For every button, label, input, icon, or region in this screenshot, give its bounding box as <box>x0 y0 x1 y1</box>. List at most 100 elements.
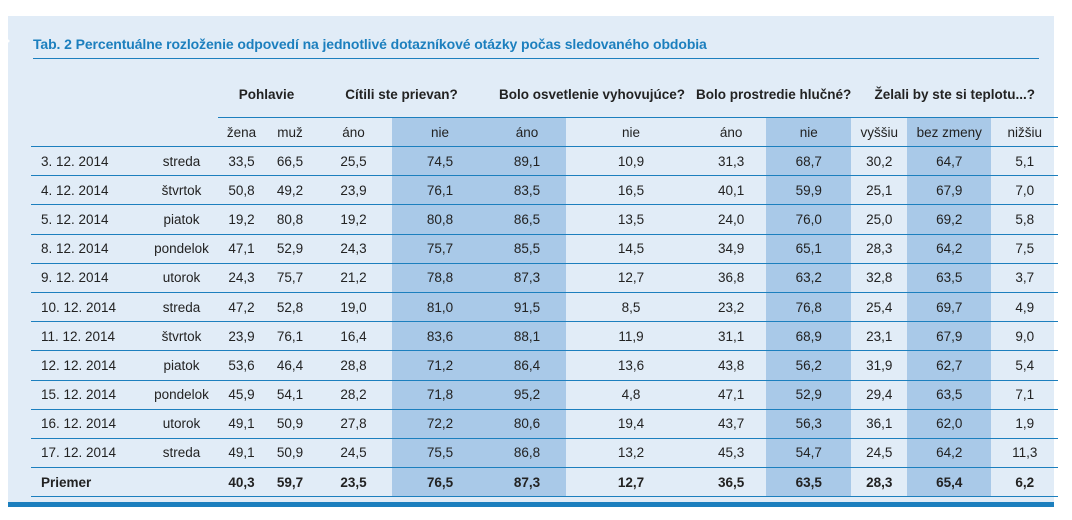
weekday-cell: piatok <box>145 204 218 235</box>
value-cell: 24,3 <box>315 234 392 264</box>
value-cell: 45,9 <box>218 380 265 410</box>
value-cell: 85,5 <box>488 234 566 264</box>
value-cell: 5,8 <box>991 204 1059 235</box>
subheader: nie <box>566 117 696 147</box>
value-cell: 52,9 <box>265 234 315 264</box>
value-cell: 76,1 <box>265 321 315 352</box>
subheader: áno <box>696 117 767 147</box>
value-cell: 52,9 <box>766 380 852 410</box>
value-cell: 54,7 <box>766 438 852 469</box>
subheader: nie <box>392 117 488 147</box>
group-header-prievan: Cítili ste prievan? <box>345 87 458 102</box>
value-cell: 25,5 <box>315 146 392 177</box>
value-cell: 23,1 <box>851 321 908 352</box>
value-cell: 27,8 <box>315 409 392 439</box>
value-cell: 23,9 <box>315 175 392 206</box>
value-cell: 66,5 <box>265 146 315 177</box>
weekday-cell: štvrtok <box>145 175 218 206</box>
value-cell: 30,2 <box>851 146 908 177</box>
subheader: áno <box>488 117 566 147</box>
value-cell: 5,1 <box>991 146 1059 177</box>
value-cell: 91,5 <box>488 292 566 323</box>
value-cell: 19,0 <box>315 292 392 323</box>
value-cell: 64,7 <box>907 146 992 177</box>
value-cell: 19,2 <box>218 204 265 235</box>
value-cell: 4,9 <box>991 292 1059 323</box>
value-cell: 28,3 <box>851 234 908 264</box>
value-cell: 75,7 <box>265 263 315 293</box>
value-cell: 8,5 <box>566 292 696 323</box>
table-title: Tab. 2 Percentuálne rozloženie odpovedí … <box>33 36 1039 59</box>
value-cell: 36,5 <box>696 467 767 498</box>
value-cell: 62,0 <box>907 409 992 439</box>
group-header-hlucne: Bolo prostredie hlučné? <box>696 87 852 102</box>
group-header-teplota: Želali by ste si teplotu...? <box>874 87 1036 102</box>
value-cell: 87,3 <box>488 263 566 293</box>
date-cell: 3. 12. 2014 <box>31 146 145 177</box>
subheader: žena <box>218 117 265 147</box>
table-row: 9. 12. 2014 utorok 24,3 75,7 21,2 78,8 87,3 12,… <box>31 263 1059 293</box>
value-cell: 67,9 <box>907 321 992 352</box>
value-cell: 16,5 <box>566 175 696 206</box>
date-cell: 16. 12. 2014 <box>31 409 145 439</box>
value-cell: 21,2 <box>315 263 392 293</box>
value-cell: 32,8 <box>851 263 908 293</box>
value-cell: 11,3 <box>991 438 1059 469</box>
date-cell: 17. 12. 2014 <box>31 438 145 469</box>
value-cell: 23,2 <box>696 292 767 323</box>
weekday-cell: utorok <box>145 409 218 439</box>
value-cell: 25,4 <box>851 292 908 323</box>
date-cell: 10. 12. 2014 <box>31 292 145 323</box>
value-cell: 47,1 <box>696 380 767 410</box>
value-cell: 54,1 <box>265 380 315 410</box>
value-cell: 56,3 <box>766 409 852 439</box>
table-body: 3. 12. 2014 streda 33,5 66,5 25,5 74,5 89,1 10,… <box>31 146 1059 498</box>
value-cell: 69,2 <box>907 204 992 235</box>
section-marker-icon <box>0 32 10 50</box>
table-row: 17. 12. 2014 streda 49,1 50,9 24,5 75,5 86,8 13… <box>31 438 1059 469</box>
value-cell: 4,8 <box>566 380 696 410</box>
value-cell: 31,1 <box>696 321 767 352</box>
value-cell: 12,7 <box>566 263 696 293</box>
value-cell: 71,8 <box>392 380 488 410</box>
value-cell: 59,7 <box>265 467 315 498</box>
value-cell: 68,7 <box>766 146 852 177</box>
table-row: 5. 12. 2014 piatok 19,2 80,8 19,2 80,8 86,5 13,… <box>31 204 1059 235</box>
value-cell: 74,5 <box>392 146 488 177</box>
value-cell: 11,9 <box>566 321 696 352</box>
group-header-pohlavie: Pohlavie <box>238 87 295 102</box>
value-cell: 62,7 <box>907 350 992 381</box>
date-cell: 4. 12. 2014 <box>31 175 145 206</box>
value-cell: 10,9 <box>566 146 696 177</box>
value-cell: 45,3 <box>696 438 767 469</box>
value-cell: 12,7 <box>566 467 696 498</box>
value-cell: 95,2 <box>488 380 566 410</box>
value-cell: 72,2 <box>392 409 488 439</box>
value-cell: 7,5 <box>991 234 1059 264</box>
average-row: Priemer 40,3 59,7 23,5 76,5 87,3 12,7 36,5 63,5 2… <box>31 467 1059 498</box>
value-cell: 47,2 <box>218 292 265 323</box>
table-row: 4. 12. 2014 štvrtok 50,8 49,2 23,9 76,1 83,5 16… <box>31 175 1059 206</box>
value-cell: 69,7 <box>907 292 992 323</box>
value-cell: 83,6 <box>392 321 488 352</box>
table-row: 12. 12. 2014 piatok 53,6 46,4 28,8 71,2 86,4 13… <box>31 350 1059 381</box>
value-cell: 52,8 <box>265 292 315 323</box>
subheader: muž <box>265 117 315 147</box>
value-cell: 24,5 <box>315 438 392 469</box>
value-cell: 63,5 <box>907 263 992 293</box>
value-cell: 13,5 <box>566 204 696 235</box>
subheader: vyššiu <box>851 117 908 147</box>
weekday-cell: pondelok <box>145 234 218 264</box>
value-cell: 75,5 <box>392 438 488 469</box>
table-row: 11. 12. 2014 štvrtok 23,9 76,1 16,4 83,6 88,1 1… <box>31 321 1059 352</box>
value-cell: 68,9 <box>766 321 852 352</box>
value-cell: 76,5 <box>392 467 488 498</box>
value-cell: 46,4 <box>265 350 315 381</box>
value-cell: 59,9 <box>766 175 852 206</box>
table-row: 3. 12. 2014 streda 33,5 66,5 25,5 74,5 89,1 10,… <box>31 146 1059 177</box>
value-cell: 14,5 <box>566 234 696 264</box>
value-cell: 63,5 <box>907 380 992 410</box>
table-row: 15. 12. 2014 pondelok 45,9 54,1 28,2 71,8 95,2… <box>31 380 1059 410</box>
weekday-cell: streda <box>145 146 218 177</box>
value-cell: 43,8 <box>696 350 767 381</box>
